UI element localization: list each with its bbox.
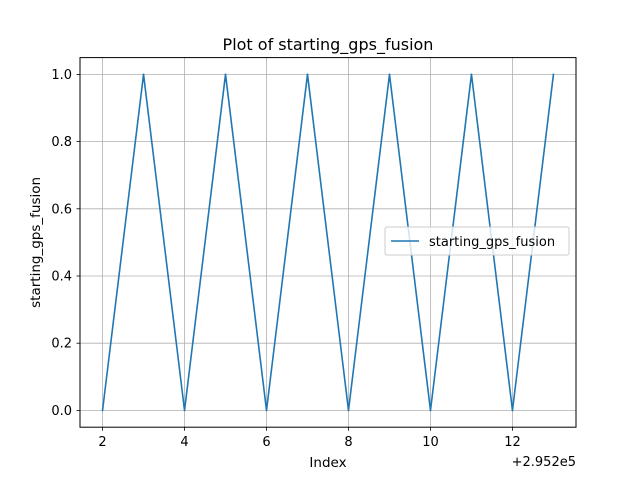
x-tick-label: 2	[98, 435, 106, 450]
chart-title: Plot of starting_gps_fusion	[223, 35, 434, 55]
data-point	[306, 73, 309, 76]
data-point	[552, 73, 555, 76]
plot-area-frame	[79, 57, 577, 428]
y-tick-label: 0.8	[51, 135, 72, 150]
series-layer	[101, 73, 555, 412]
data-point	[511, 409, 514, 412]
data-point	[265, 409, 268, 412]
data-point	[470, 73, 473, 76]
axis-ticks: 2 4 6 8 10 12 0.0 0.2 0.4 0.6 0.8 1.0	[51, 68, 520, 450]
x-tick-label: 10	[422, 435, 439, 450]
y-tick-label: 0.2	[51, 337, 72, 352]
legend: starting_gps_fusion	[384, 226, 570, 256]
data-point	[347, 409, 350, 412]
y-axis-label: starting_gps_fusion	[28, 177, 44, 308]
data-point	[101, 409, 104, 412]
y-tick-label: 0.4	[51, 270, 72, 285]
legend-label: starting_gps_fusion	[429, 235, 555, 250]
data-point	[429, 409, 432, 412]
x-tick-label: 8	[344, 435, 352, 450]
data-point	[224, 73, 227, 76]
x-tick-label: 4	[180, 435, 188, 450]
data-point	[183, 409, 186, 412]
legend-box	[384, 226, 570, 256]
x-tick-label: 12	[504, 435, 521, 450]
data-point	[142, 73, 145, 76]
y-tick-label: 1.0	[51, 68, 72, 83]
x-tick-label: 6	[262, 435, 270, 450]
y-tick-label: 0.6	[51, 202, 72, 217]
data-point	[388, 73, 391, 76]
y-tick-label: 0.0	[51, 404, 72, 419]
series-line	[101, 73, 555, 412]
x-axis-label: Index	[309, 455, 346, 471]
x-axis-offset-label: +2.952e5	[512, 455, 576, 470]
